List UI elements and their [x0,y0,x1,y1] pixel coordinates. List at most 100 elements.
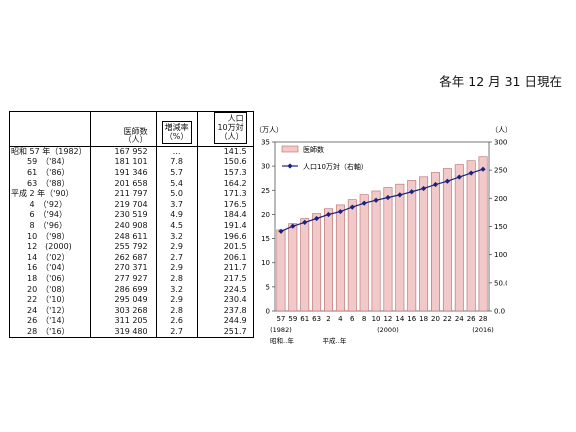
cell-year: 59 （'84） [11,157,70,167]
left-axis-unit: （万人） [255,126,283,134]
x-tick-label: 18 [419,315,428,323]
table-row: 10 （'98） 248 611 3.2 196.6 [10,231,254,242]
bar-doctors [335,204,345,312]
per-pop-header-line2: 10万対 [217,123,244,133]
x-tick-label: 28 [479,315,488,323]
cell-rate: 3.2 [155,231,198,242]
cell-rate: 2.8 [155,305,198,317]
per-pop-header-unit: （人） [219,132,244,142]
bar-doctors [312,213,322,312]
cell-doctors: 286 699 [89,284,157,295]
cell-rate: 5.7 [155,167,198,179]
cell-doctors: 181 101 [89,157,157,168]
cell-doctors: 230 519 [89,210,157,221]
bar-doctors [442,168,452,312]
bar-doctors [395,183,405,312]
cell-year: 22 （'10） [11,295,70,305]
cell-per: 184.4 [196,210,254,221]
point-per-100k [432,181,439,188]
cell-doctors: 167 952 [89,146,157,158]
cell-rate: 5.4 [155,178,198,189]
cell-year: 4 （'92） [11,199,68,209]
cell-doctors: 191 346 [89,167,157,179]
bar-doctors [300,218,310,312]
bar-doctors [276,229,286,312]
era-label-heisei: 平成‥年 [323,336,347,345]
cell-year: 10 （'98） [11,231,70,241]
bar-doctors [466,160,476,312]
cell-year: 昭和 57 年（1982） [11,146,87,156]
cell-rate: 3.2 [155,284,198,295]
cell-doctors: 277 927 [89,273,157,285]
cell-rate: 5.0 [155,188,198,200]
x-sub-label-2000: (2000) [377,326,399,334]
cell-per: 244.9 [196,316,254,327]
cell-per: 196.6 [196,231,254,242]
bar-doctors [347,199,357,312]
table-row: 63 （'88） 201 658 5.4 164.2 [10,178,254,189]
doctors-header: 医師数 （人） [89,111,157,147]
table-row: 59 （'84） 181 101 7.8 150.6 [10,157,254,168]
x-tick-label: 16 [407,315,416,323]
x-tick-label: 59 [288,315,297,323]
x-tick-label: 26 [467,315,476,323]
rate-header-label: 増減率 [164,123,189,133]
table-row: 4 （'92） 219 704 3.7 176.5 [10,199,254,211]
cell-rate: 2.9 [155,294,198,306]
cell-per: 224.5 [196,284,254,295]
left-tick-label: 30 [261,163,270,171]
cell-per: 141.5 [196,146,254,158]
legend-line-label: 人口10万対（右軸） [303,162,368,171]
rate-header-unit: （%） [164,132,189,142]
cell-rate: 2.7 [155,252,198,264]
physicians-table: 医師数 （人） 増減率 （%） 人口 10万対 （人） 昭和 57 年（1982… [9,111,254,339]
table-row: 16 （'04） 270 371 2.9 211.7 [10,263,254,274]
x-tick-label: 24 [455,315,464,323]
x-tick-label: 20 [431,315,440,323]
cell-rate: 2.6 [155,316,198,327]
point-per-100k [325,211,332,218]
x-tick-label: 2 [326,315,330,323]
cell-year: 16 （'04） [11,263,70,273]
right-tick-label: 0.0 [494,308,505,316]
left-tick-label: 10 [261,259,270,267]
legend-bar-swatch [281,145,299,153]
physicians-chart: （万人） （人） 0 5 10 15 20 25 30 35 0.0 50.0 100.0 150.0 20… [255,126,507,345]
legend-line-marker [287,163,293,169]
era-label-showa: 昭和‥年 [270,336,294,345]
cell-per: 251.7 [196,326,254,339]
x-tick-label: 57 [276,315,285,323]
cell-rate: 4.5 [155,220,198,232]
cell-rate: 2.8 [155,273,198,285]
cell-per: 157.3 [196,167,254,179]
point-per-100k [373,197,379,203]
x-tick-label: 22 [443,315,452,323]
per-pop-header-line1: 人口 [227,114,244,123]
cell-year: 26 （'14） [11,316,70,326]
cell-doctors: 262 687 [89,252,157,264]
table-row: 20 （'08） 286 699 3.2 224.5 [10,284,254,295]
left-tick-label: 20 [261,211,270,219]
x-tick-label: 10 [372,315,381,323]
left-tick-label: 35 [261,139,270,147]
table-row: 6 （'94） 230 519 4.9 184.4 [10,210,254,221]
point-per-100k [456,174,462,180]
cell-doctors: 211 797 [89,188,157,200]
cell-year: 平成 2 年（'90） [11,189,74,199]
cell-year: 18 （'06） [11,273,70,283]
bar-doctors [371,190,381,312]
right-tick-label: 150.0 [494,223,507,231]
per-pop-header: 人口 10万対 （人） [196,111,254,147]
cell-year: 12 (2000) [11,242,72,252]
cell-year: 8 （'96） [11,221,68,231]
bar-doctors [431,172,440,312]
cell-year: 24 （'12） [11,305,70,315]
cell-doctors: 303 268 [89,305,157,317]
cell-per: 206.1 [196,252,254,264]
cell-rate: … [155,146,198,158]
cell-rate: 3.7 [155,199,198,211]
x-tick-label: 63 [312,315,321,323]
per-pop-header-box: 人口 10万対 （人） [214,112,247,144]
bar-doctors [324,208,333,312]
table-row: 平成 2 年（'90） 211 797 5.0 171.3 [10,188,254,200]
